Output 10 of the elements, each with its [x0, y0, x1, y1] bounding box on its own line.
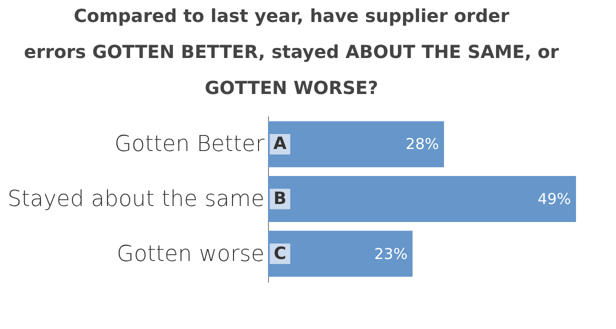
data-label: 23% — [374, 244, 408, 263]
annotation: C — [274, 244, 286, 264]
chart-title: Compared to last year, have supplier order errors GOTTEN BETTER, stayed ABOUT THE SAME, or GOTTEN WORSE? — [24, 6, 560, 99]
y-tick-label: Gotten worse — [116, 242, 264, 267]
y-tick-label: Gotten Better — [114, 132, 266, 158]
y-tick-label: Stayed about the same — [7, 187, 264, 212]
data-label: 49% — [538, 190, 571, 208]
annotation: B — [274, 189, 286, 209]
data-label: 28% — [406, 135, 439, 154]
annotation: A — [273, 134, 288, 154]
